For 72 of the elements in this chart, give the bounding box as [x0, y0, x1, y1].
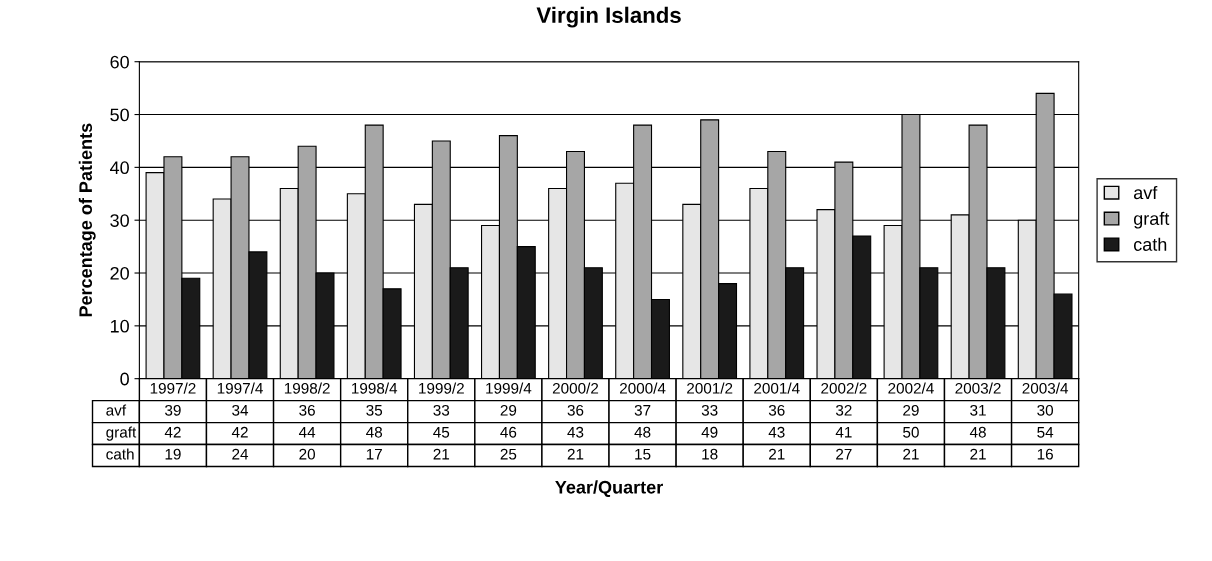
data-label: 29	[903, 404, 919, 416]
x-tick-label: 2002/2	[821, 382, 867, 394]
data-label: 25	[500, 448, 517, 460]
data-label: 48	[366, 426, 383, 438]
data-label: 37	[634, 404, 651, 416]
data-label: 24	[232, 448, 249, 460]
data-label: 21	[769, 448, 785, 460]
y-axis-title: Percentage of Patients	[78, 123, 96, 317]
data-label: 16	[1037, 448, 1053, 460]
chart-title: Virgin Islands	[536, 6, 681, 28]
x-tick-label: 1997/2	[150, 382, 196, 394]
y-tick-label: 40	[109, 161, 129, 175]
x-tick-label: 1998/2	[284, 382, 330, 394]
data-label: 42	[231, 426, 248, 438]
x-tick-label: 2000/4	[619, 382, 666, 394]
text: graft	[106, 426, 137, 441]
y-tick-label: 30	[110, 214, 129, 227]
data-label: 32	[835, 404, 852, 416]
data-label: 44	[298, 426, 316, 438]
data-label: 33	[433, 404, 450, 416]
data-label: 48	[634, 426, 651, 438]
data-label: 27	[836, 448, 852, 460]
data-label: 48	[969, 426, 986, 438]
text: avf	[106, 404, 127, 416]
data-label: 34	[232, 404, 249, 416]
data-label: 21	[567, 448, 584, 460]
data-label: 36	[567, 404, 584, 416]
y-tick-label: 60	[110, 55, 129, 69]
x-tick-label: 2001/2	[687, 382, 733, 394]
text: cath	[106, 448, 134, 460]
legend-label: avf	[1133, 185, 1158, 200]
data-label: 15	[635, 448, 651, 460]
data-label: 41	[835, 426, 852, 438]
data-label: 36	[299, 404, 315, 416]
x-tick-label: 2003/4	[1022, 382, 1069, 394]
x-tick-label: 1997/4	[217, 382, 263, 394]
data-label: 21	[903, 448, 919, 460]
data-label: 31	[970, 404, 986, 416]
data-label: 17	[366, 448, 382, 460]
legend-label: cath	[1133, 237, 1167, 251]
x-axis-title: Year/Quarter	[555, 480, 663, 497]
data-label: 36	[768, 404, 785, 416]
x-tick-label: 2001/4	[754, 382, 800, 394]
data-label: 18	[702, 448, 718, 460]
x-tick-label: 1998/4	[352, 382, 398, 394]
x-tick-label: 2002/4	[888, 382, 934, 394]
y-tick-label: 50	[110, 108, 129, 122]
data-label: 30	[1037, 404, 1054, 416]
data-label: 20	[299, 448, 316, 460]
data-label: 21	[970, 448, 986, 460]
legend-label: graft	[1133, 211, 1170, 229]
data-label: 29	[500, 404, 517, 416]
data-label: 35	[366, 404, 383, 416]
data-label: 43	[567, 426, 584, 438]
y-tick-label: 10	[110, 319, 129, 333]
data-label: 43	[768, 426, 785, 438]
x-tick-label: 1999/4	[486, 382, 532, 394]
data-label: 45	[433, 426, 450, 438]
y-tick-label: 0	[120, 372, 129, 386]
data-label: 39	[165, 404, 181, 416]
data-label: 19	[165, 448, 181, 460]
data-label: 50	[903, 426, 919, 438]
data-label: 46	[500, 426, 517, 438]
x-tick-label: 2003/2	[955, 382, 1001, 394]
data-label: 33	[701, 404, 718, 416]
x-tick-label: 1999/2	[419, 382, 464, 394]
data-label: 21	[433, 448, 450, 460]
y-tick-label: 20	[110, 266, 129, 280]
data-label: 42	[164, 426, 181, 438]
data-label: 49	[701, 426, 718, 438]
data-label: 54	[1037, 426, 1054, 438]
x-tick-label: 2000/2	[552, 382, 599, 394]
